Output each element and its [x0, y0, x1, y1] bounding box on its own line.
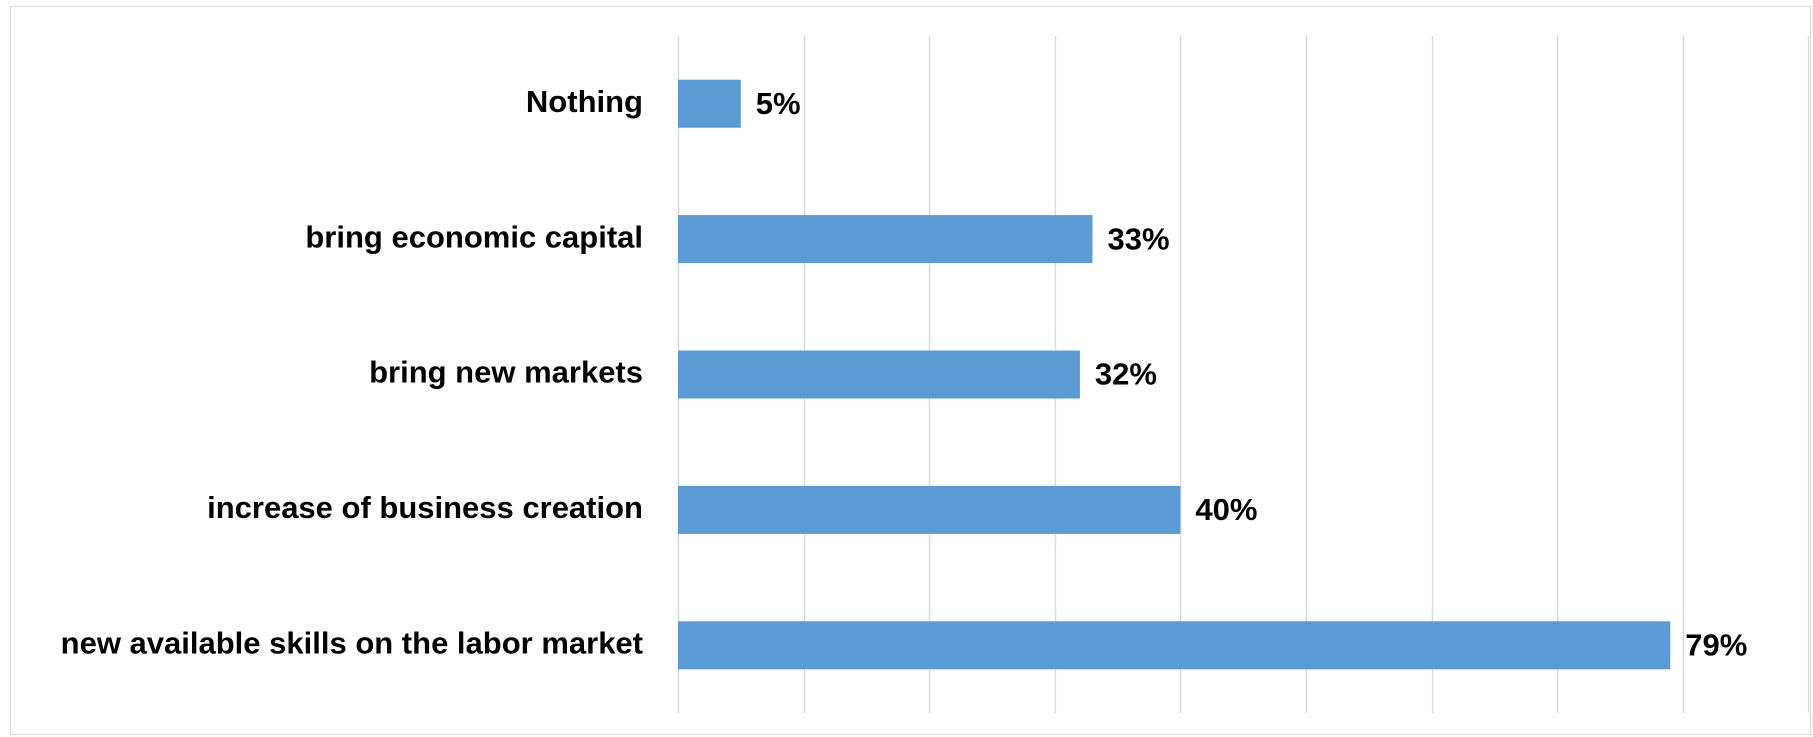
- bar-3: [678, 485, 1181, 534]
- category-label-3: increase of business creation: [207, 490, 643, 525]
- value-label-3: 40%: [1195, 492, 1257, 527]
- bar-2: [678, 350, 1080, 399]
- category-label-2: bring new markets: [369, 355, 643, 390]
- gridlines: [677, 36, 1810, 713]
- category-labels: Nothing bring economic capital bring new m…: [61, 84, 643, 661]
- value-label-0: 5%: [756, 86, 801, 121]
- bars: [678, 79, 1671, 670]
- value-label-1: 33%: [1107, 221, 1169, 256]
- category-label-4: new available skills on the labor market: [61, 625, 643, 660]
- bar-0: [678, 79, 741, 128]
- bar-1: [678, 215, 1093, 264]
- category-label-0: Nothing: [526, 84, 643, 119]
- bar-4: [678, 621, 1671, 670]
- category-label-1: bring economic capital: [305, 219, 643, 254]
- value-label-2: 32%: [1095, 357, 1157, 392]
- value-label-4: 79%: [1685, 627, 1747, 662]
- value-labels: 5% 33% 32% 40% 79%: [756, 86, 1747, 663]
